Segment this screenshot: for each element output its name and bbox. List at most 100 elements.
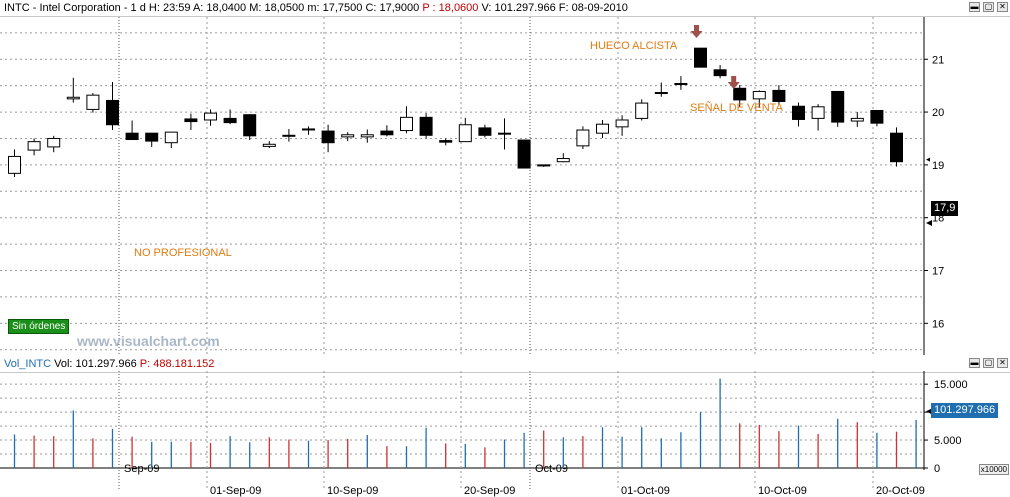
price-tick-label: 20 xyxy=(932,107,944,119)
candle xyxy=(870,109,884,124)
candle xyxy=(400,116,413,132)
candle xyxy=(635,102,649,119)
high-label: M: 18,0500 xyxy=(249,2,305,14)
candle xyxy=(517,139,531,169)
candle xyxy=(713,69,727,77)
low-label: m: 17,7500 xyxy=(307,2,363,14)
symbol-name: INTC - Intel Corporation xyxy=(4,2,121,14)
candle xyxy=(576,129,590,147)
date-label: F: 08-09-2010 xyxy=(558,2,628,14)
candle xyxy=(360,134,374,138)
volume-p-value: P: 488.181.152 xyxy=(139,358,215,370)
candle xyxy=(733,87,747,101)
volume-multiplier-label: x10000 xyxy=(978,464,1009,475)
candle xyxy=(831,90,845,123)
price-tick-label: 21 xyxy=(932,54,944,66)
candle xyxy=(615,119,629,128)
candle xyxy=(125,132,139,141)
date-tick-label: 01-Sep-09 xyxy=(210,485,261,497)
gap-up-annotation: HUECO ALCISTA xyxy=(590,40,678,52)
current-price-tag: 17,9 xyxy=(931,201,959,216)
candle xyxy=(694,47,707,68)
volume-tick-label: 5.000 xyxy=(934,435,962,447)
candle xyxy=(223,117,237,124)
price-tick-label: 16 xyxy=(932,318,944,330)
candle xyxy=(537,164,551,167)
price-tick-label: 17 xyxy=(932,266,944,278)
close-label: C: 17,9000 xyxy=(365,2,420,14)
volume-maximize-button[interactable]: ▢ xyxy=(983,358,994,368)
candle xyxy=(321,130,335,144)
orders-badge[interactable]: Sin órdenes xyxy=(8,319,70,334)
volume-header-text: Vol_INTC Vol: 101.297.966 P: 488.181.152 xyxy=(4,356,214,372)
candle xyxy=(66,96,80,100)
candle xyxy=(282,134,296,137)
candle xyxy=(458,124,472,143)
time-label: H: 23:59 xyxy=(148,2,191,14)
candle xyxy=(890,132,903,163)
price-header: INTC - Intel Corporation - 1 d H: 23:59 … xyxy=(0,0,1010,17)
volume-tick-label: 0 xyxy=(934,463,940,475)
open-label: A: 18,0400 xyxy=(192,2,247,14)
volume-value: Vol: 101.297.966 xyxy=(54,358,137,370)
candle xyxy=(654,92,668,95)
volume-tick-label: 15.000 xyxy=(934,379,968,391)
close-button[interactable]: ✕ xyxy=(997,2,1008,12)
candle xyxy=(106,99,119,126)
candle xyxy=(419,116,433,136)
maximize-button[interactable]: ▢ xyxy=(983,2,994,12)
candle xyxy=(752,90,766,100)
sell-signal-arrow-shaft xyxy=(731,76,737,82)
date-tick-label: 10-Oct-09 xyxy=(758,485,807,497)
volume-window-buttons: ▬ ▢ ✕ xyxy=(969,358,1008,368)
minimize-button[interactable]: ▬ xyxy=(969,2,980,12)
candle xyxy=(792,105,805,120)
current-volume-tag: 101.297.966 xyxy=(931,403,999,418)
candle xyxy=(811,106,825,119)
candle xyxy=(596,123,609,134)
volume-label: V: 101.297.966 xyxy=(481,2,556,14)
sell-signal-annotation: SEÑAL DE VENTA xyxy=(690,102,783,114)
candle xyxy=(439,140,453,143)
candle xyxy=(204,112,217,121)
candle xyxy=(243,114,257,137)
candle xyxy=(302,128,315,131)
volume-close-button[interactable]: ✕ xyxy=(997,358,1008,368)
not-professional-annotation: NO PROFESIONAL xyxy=(134,247,232,259)
last-price-label: P : 18,0600 xyxy=(422,2,479,14)
gap-up-arrow xyxy=(690,31,703,38)
volume-minimize-button[interactable]: ▬ xyxy=(969,358,980,368)
volume-indicator-name: Vol_INTC xyxy=(4,358,52,370)
gap-up-arrow-shaft xyxy=(694,25,699,31)
candle xyxy=(262,143,276,147)
price-window-buttons: ▬ ▢ ✕ xyxy=(969,2,1008,12)
watermark: www.visualchart.com xyxy=(77,333,220,349)
candle xyxy=(47,137,61,148)
candle xyxy=(145,132,159,142)
candle xyxy=(164,131,178,144)
candle xyxy=(27,141,41,151)
date-tick-label: 20-Oct-09 xyxy=(876,485,925,497)
candle xyxy=(184,118,198,123)
candle xyxy=(674,83,688,86)
candle xyxy=(772,89,786,103)
date-tick-label: 01-Oct-09 xyxy=(621,485,670,497)
date-tick-label: 10-Sep-09 xyxy=(327,485,378,497)
last-close-pointer-icon xyxy=(926,157,930,162)
period: 1 d xyxy=(130,2,146,14)
candle xyxy=(380,130,394,136)
volume-header: Vol_INTC Vol: 101.297.966 P: 488.181.152… xyxy=(0,356,1010,373)
candle xyxy=(478,127,492,136)
price-pointer-icon xyxy=(926,219,932,226)
price-tick-label: 19 xyxy=(932,160,944,172)
candle xyxy=(86,94,100,110)
date-tick-label: 20-Sep-09 xyxy=(464,485,515,497)
price-header-text: INTC - Intel Corporation - 1 d H: 23:59 … xyxy=(4,2,628,14)
candle xyxy=(556,158,570,163)
sell-signal-arrow xyxy=(727,82,740,89)
candle xyxy=(850,117,864,122)
volume-pointer-icon xyxy=(926,408,932,415)
candle xyxy=(498,132,511,135)
